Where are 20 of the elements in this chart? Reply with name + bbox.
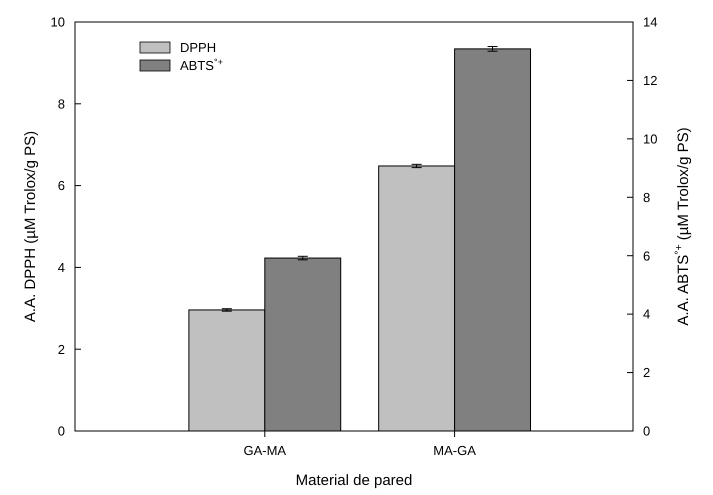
y-tick-label: 0 xyxy=(58,424,65,439)
y-tick-label: 4 xyxy=(58,260,65,275)
y2-tick-label: 2 xyxy=(643,365,650,380)
legend-label: ABTS$^{°+}$ xyxy=(180,57,223,73)
x-tick-label: GA-MA xyxy=(243,443,286,458)
y-axis-title: A.A. DPPH (µM Trolox/g PS) xyxy=(22,130,39,322)
x-tick-label: MA-GA xyxy=(433,443,476,458)
y-tick-label: 6 xyxy=(58,178,65,194)
y2-tick-label: 0 xyxy=(643,424,650,439)
legend-label: DPPH xyxy=(180,40,216,55)
y-tick-label: 2 xyxy=(58,342,65,357)
y-tick-label: 8 xyxy=(58,96,65,112)
y2-tick-label: 8 xyxy=(643,190,650,205)
y2-tick-label: 4 xyxy=(643,306,650,322)
y-tick-label: 10 xyxy=(50,14,65,30)
y2-tick-label: 6 xyxy=(643,248,650,264)
y2-tick-label: 14 xyxy=(643,14,658,30)
x-axis-title: Material de pared xyxy=(296,472,412,489)
y2-tick-label: 12 xyxy=(643,72,658,88)
y2-tick-label: 10 xyxy=(643,131,658,146)
